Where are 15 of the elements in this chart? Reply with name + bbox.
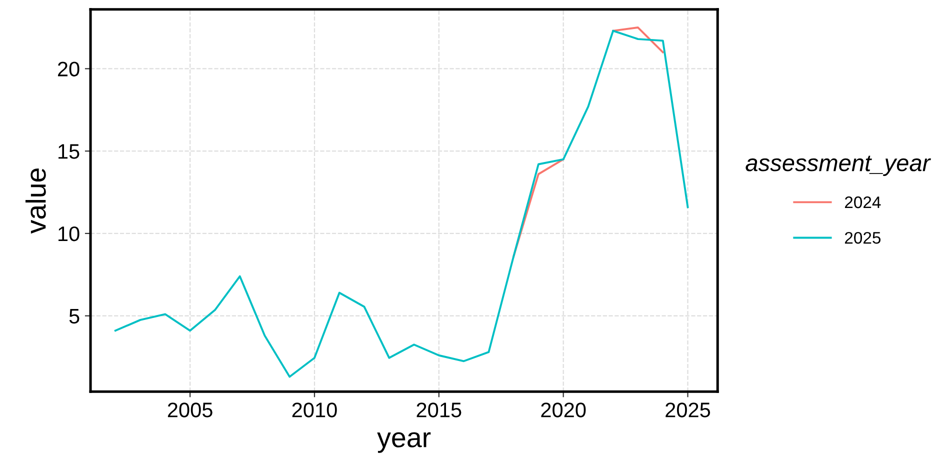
legend-label: 2024 xyxy=(844,196,881,208)
y-tick-label: 15 xyxy=(58,144,80,159)
line-series xyxy=(114,30,689,378)
y-tick-label: 5 xyxy=(69,309,80,324)
y-axis-title: value xyxy=(25,168,46,234)
legend-label: 2025 xyxy=(844,232,881,244)
x-tick-label: 2025 xyxy=(666,402,710,418)
x-tick-label: 2005 xyxy=(168,402,212,418)
x-axis-title: year xyxy=(377,432,431,453)
x-tick-label: 2020 xyxy=(541,402,586,418)
legend-title: assessment_year xyxy=(746,156,931,176)
x-tick-label: 2010 xyxy=(292,402,337,418)
x-tick-label: 2015 xyxy=(416,402,462,418)
y-tick-label: 20 xyxy=(58,62,80,76)
y-tick-label: 10 xyxy=(58,226,80,242)
